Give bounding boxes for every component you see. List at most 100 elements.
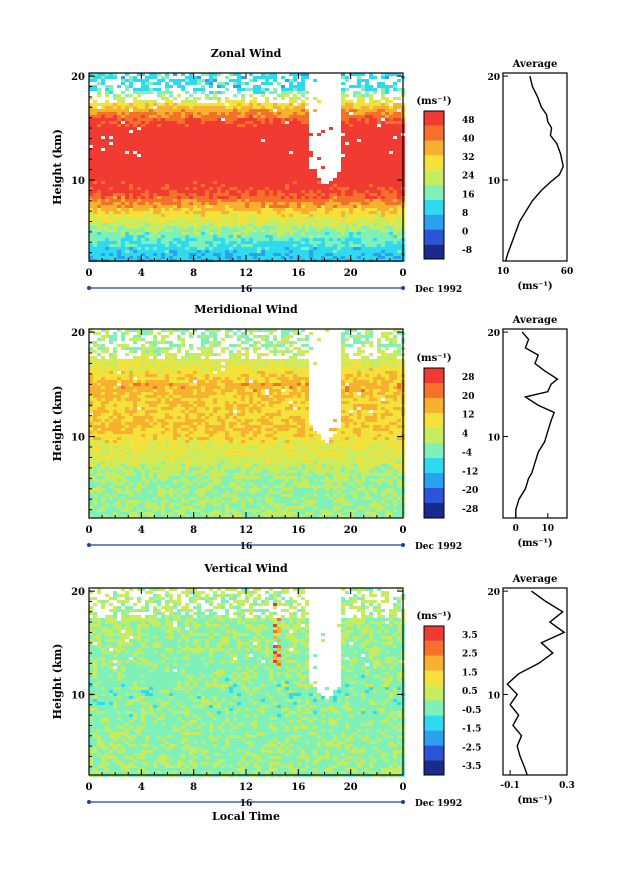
heatmap-cell (365, 238, 369, 241)
heatmap-cell (297, 202, 301, 205)
heatmap-cell (325, 220, 329, 223)
heatmap-cell (181, 235, 185, 238)
heatmap-cell (93, 226, 97, 229)
heatmap-cell (281, 130, 285, 133)
heatmap-cell (149, 187, 153, 190)
heatmap-cell (269, 223, 273, 226)
heatmap-cell (345, 148, 349, 151)
heatmap-cell (357, 190, 361, 193)
heatmap-cell (149, 124, 153, 127)
heatmap-cell (129, 163, 133, 166)
heatmap-cell (125, 178, 129, 181)
heatmap-cell (137, 175, 141, 178)
heatmap-cell (137, 103, 141, 106)
heatmap-cell (157, 187, 161, 190)
heatmap-cell (309, 223, 313, 226)
heatmap-cell (165, 97, 169, 100)
heatmap-cell (129, 79, 133, 82)
heatmap-cell (93, 112, 97, 115)
heatmap-cell (229, 163, 233, 166)
heatmap-cell (233, 205, 237, 208)
heatmap-cell (229, 226, 233, 229)
heatmap-cell (241, 190, 245, 193)
heatmap-cell (117, 467, 121, 470)
heatmap-cell (349, 121, 353, 124)
heatmap-cell (389, 193, 393, 196)
heatmap-cell (97, 178, 101, 181)
heatmap-cell (261, 214, 265, 217)
heatmap-cell (389, 232, 393, 235)
heatmap-cell (361, 244, 365, 247)
heatmap-cell (153, 112, 157, 115)
heatmap-cell (129, 115, 133, 118)
heatmap-cell (97, 169, 101, 172)
heatmap-cell (149, 199, 153, 202)
heatmap-cell (289, 91, 293, 94)
heatmap-cell (221, 91, 225, 94)
heatmap-cell (157, 103, 161, 106)
heatmap-cell (341, 166, 345, 169)
heatmap-cell (233, 109, 237, 112)
heatmap-cell (113, 94, 117, 97)
heatmap-cell (369, 193, 373, 196)
heatmap-cell (109, 178, 113, 181)
heatmap-cell (197, 97, 201, 100)
heatmap-cell (249, 73, 253, 76)
heatmap-cell (109, 434, 113, 437)
heatmap-cell (173, 136, 177, 139)
heatmap-cell (193, 157, 197, 160)
heatmap-cell (397, 136, 401, 139)
heatmap-cell (237, 145, 241, 148)
heatmap-cell (89, 482, 93, 485)
heatmap-cell (105, 485, 109, 488)
heatmap-cell (353, 91, 357, 94)
heatmap-cell (189, 202, 193, 205)
heatmap-cell (229, 187, 233, 190)
heatmap-cell (97, 232, 101, 235)
heatmap-cell (397, 241, 401, 244)
heatmap-cell (269, 187, 273, 190)
heatmap-cell (281, 178, 285, 181)
heatmap-cell (293, 166, 297, 169)
heatmap-cell (337, 223, 341, 226)
heatmap-cell (117, 434, 121, 437)
heatmap-cell (305, 256, 309, 259)
heatmap-cell (125, 175, 129, 178)
heatmap-cell (97, 154, 101, 157)
heatmap-cell (225, 109, 229, 112)
heatmap-cell (101, 443, 105, 446)
heatmap-cell (265, 97, 269, 100)
heatmap-cell (181, 142, 185, 145)
heatmap-cell (105, 232, 109, 235)
heatmap-cell (265, 181, 269, 184)
heatmap-cell (157, 82, 161, 85)
heatmap-cell (93, 449, 97, 452)
heatmap-cell (89, 368, 93, 371)
heatmap-cell (313, 223, 317, 226)
heatmap-cell (277, 232, 281, 235)
heatmap-cell (117, 512, 121, 515)
heatmap-cell (89, 443, 93, 446)
heatmap-cell (213, 121, 217, 124)
heatmap-cell (121, 359, 125, 362)
heatmap-cell (381, 145, 385, 148)
heatmap-cell (137, 256, 141, 259)
heatmap-cell (177, 82, 181, 85)
heatmap-cell (121, 494, 125, 497)
heatmap-cell (93, 473, 97, 476)
heatmap-cell (149, 118, 153, 121)
heatmap-cell (197, 256, 201, 259)
heatmap-cell (201, 196, 205, 199)
heatmap-cell (117, 193, 121, 196)
heatmap-cell (93, 350, 97, 353)
heatmap-cell (357, 253, 361, 256)
heatmap-cell (129, 187, 133, 190)
heatmap-cell (285, 118, 289, 121)
heatmap-cell (117, 455, 121, 458)
heatmap-cell (373, 250, 377, 253)
heatmap-cell (189, 130, 193, 133)
heatmap-cell (189, 175, 193, 178)
heatmap-cell (89, 419, 93, 422)
heatmap-cell (205, 121, 209, 124)
heatmap-cell (293, 94, 297, 97)
